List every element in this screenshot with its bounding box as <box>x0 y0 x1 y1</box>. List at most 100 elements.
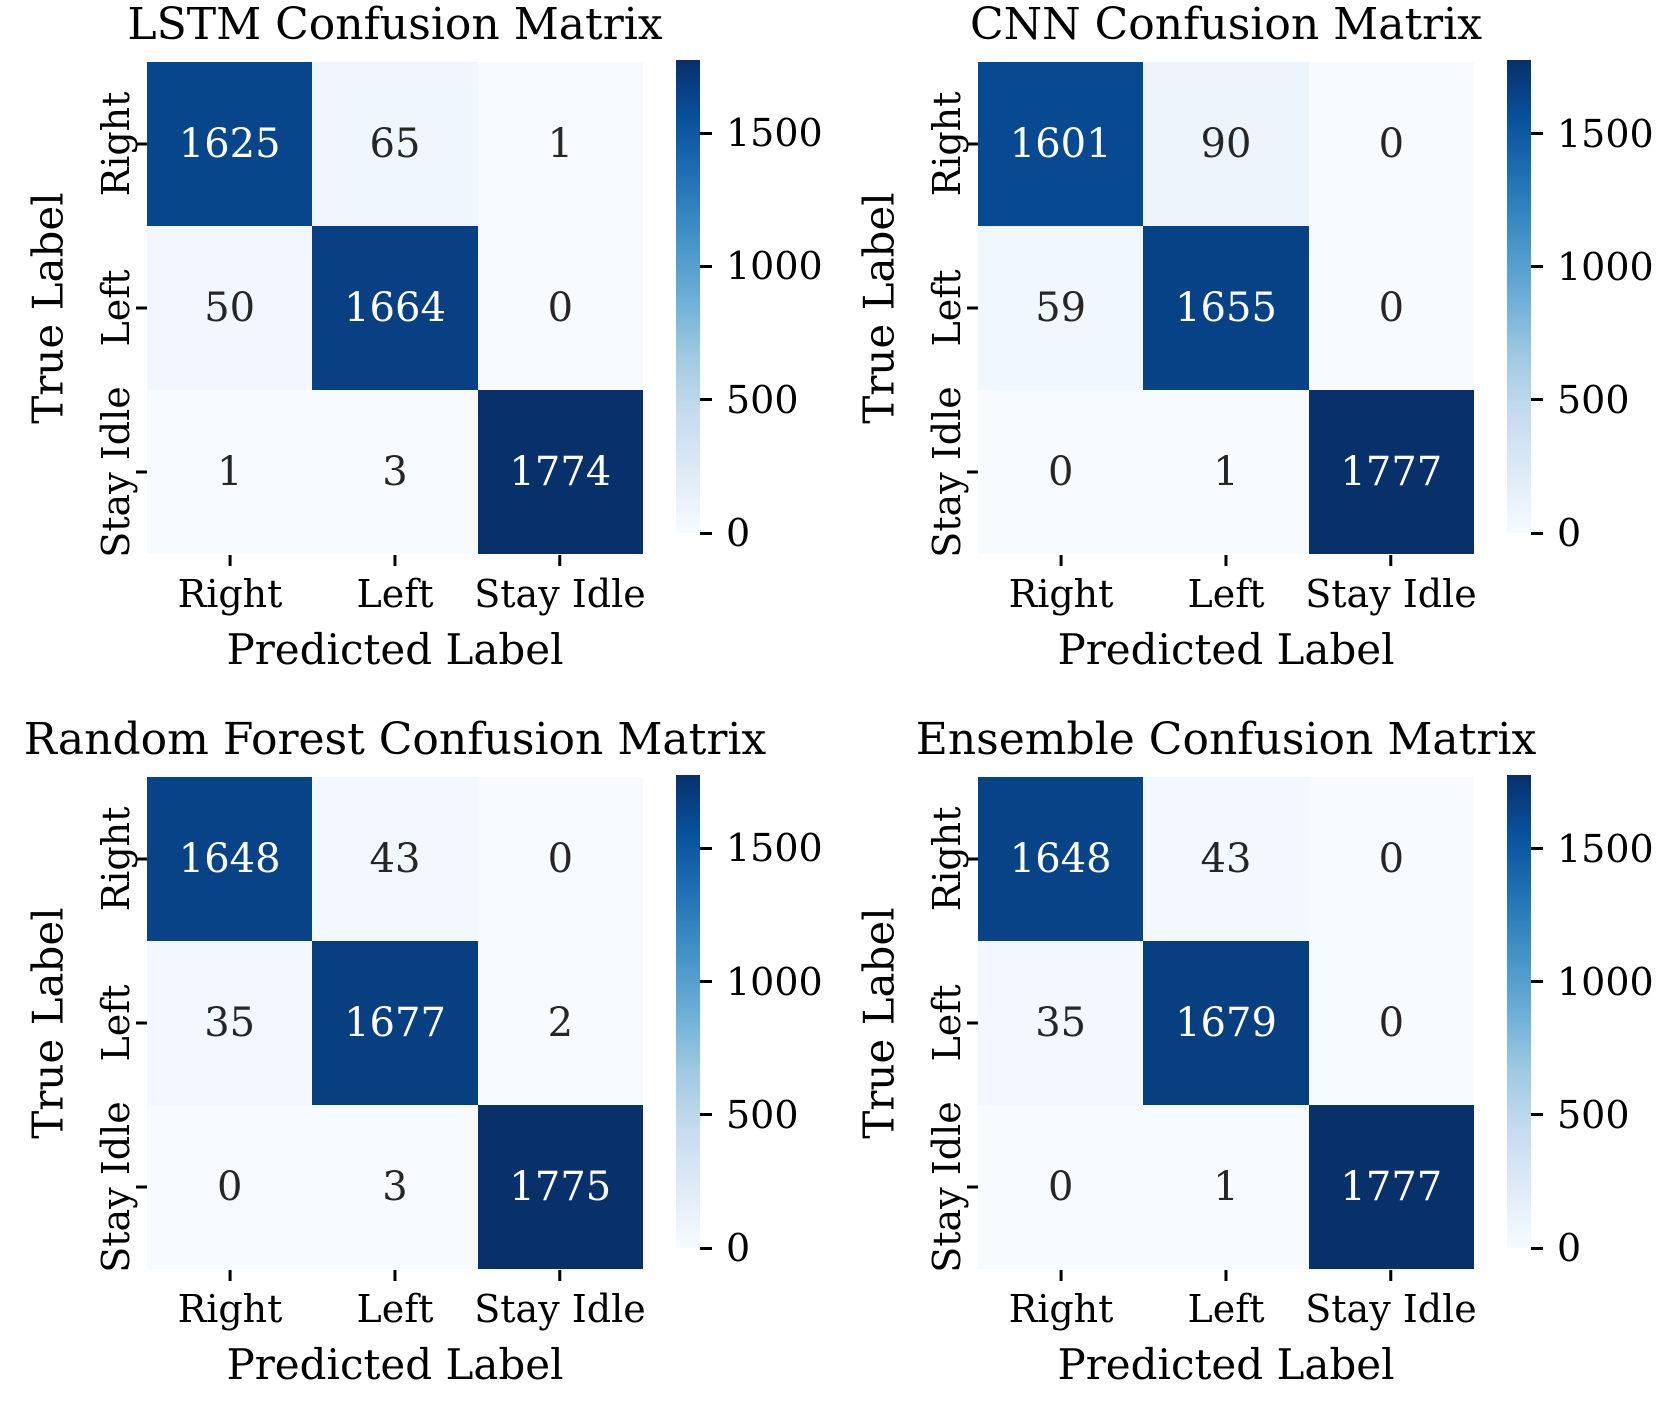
matrix-cell: 1625 <box>147 62 313 226</box>
y-tick-label: Left <box>925 269 969 347</box>
matrix-cell: 1664 <box>312 226 478 390</box>
random-forest-confusion-matrix-panel: Random Forest Confusion Matrix True Labe… <box>0 714 830 1390</box>
x-axis-label: Predicted Label <box>226 625 564 674</box>
y-tick-mark <box>136 1021 147 1025</box>
x-tick-label: Left <box>356 555 433 616</box>
colorbar-tick-label: 0 <box>1531 1226 1581 1270</box>
matrix-cell: 0 <box>978 1105 1144 1269</box>
colorbar-tick-label: 1000 <box>700 960 823 1004</box>
y-tick-mark <box>967 306 978 310</box>
matrix-cell: 0 <box>1308 226 1474 390</box>
matrix-cell: 0 <box>1308 777 1474 941</box>
matrix-cell: 1777 <box>1308 390 1474 554</box>
matrix-cell: 0 <box>147 1105 313 1269</box>
colorbar-tick-label: 1500 <box>1531 827 1654 871</box>
matrix-cell: 0 <box>477 226 643 390</box>
colorbar-tick-label: 1000 <box>1531 245 1654 289</box>
matrix-cell: 1 <box>1143 390 1309 554</box>
x-tick-label: Right <box>1009 555 1114 616</box>
y-tick-label: Stay Idle <box>925 1101 969 1273</box>
matrix-cell: 59 <box>978 226 1144 390</box>
chart-title: Ensemble Confusion Matrix <box>915 714 1537 765</box>
colorbar <box>1507 60 1531 533</box>
lstm-confusion-matrix-panel: LSTM Confusion Matrix True Label Right L… <box>0 0 830 674</box>
x-tick-label: Right <box>1009 1270 1114 1331</box>
colorbar <box>1507 775 1531 1248</box>
matrix-cell: 43 <box>312 777 478 941</box>
matrix-cell: 1648 <box>978 777 1144 941</box>
y-tick-mark <box>136 1185 147 1189</box>
colorbar-tick-label: 0 <box>700 511 750 555</box>
matrix-cell: 0 <box>1308 62 1474 226</box>
colorbar-tick-label: 0 <box>700 1226 750 1270</box>
colorbar-tick-label: 0 <box>1531 511 1581 555</box>
colorbar-tick-label: 500 <box>700 378 799 422</box>
y-tick-mark <box>967 1021 978 1025</box>
matrix-cell: 3 <box>312 390 478 554</box>
y-tick-label: Right <box>925 806 969 912</box>
x-tick-label: Left <box>356 1270 433 1331</box>
y-tick-mark <box>136 306 147 310</box>
matrix-cell: 90 <box>1143 62 1309 226</box>
y-tick-mark <box>136 142 147 146</box>
matrix-cell: 1 <box>147 390 313 554</box>
matrix-cell: 1 <box>1143 1105 1309 1269</box>
y-tick-mark <box>967 857 978 861</box>
y-tick-label: Right <box>925 91 969 197</box>
y-tick-mark <box>136 470 147 474</box>
colorbar-tick-label: 1000 <box>1531 960 1654 1004</box>
y-tick-label: Left <box>925 984 969 1062</box>
matrix-cell: 50 <box>147 226 313 390</box>
matrix-cell: 1679 <box>1143 941 1309 1105</box>
heatmap: 1648 43 0 35 1677 2 0 3 1775 <box>147 777 643 1269</box>
colorbar-tick-label: 500 <box>1531 378 1630 422</box>
y-tick-mark <box>967 142 978 146</box>
y-axis-label: True Label <box>23 907 73 1139</box>
chart-title: LSTM Confusion Matrix <box>127 0 663 50</box>
matrix-cell: 1774 <box>477 390 643 554</box>
y-tick-label: Stay Idle <box>94 1101 138 1273</box>
matrix-cell: 0 <box>477 777 643 941</box>
matrix-cell: 1 <box>477 62 643 226</box>
heatmap: 1648 43 0 35 1679 0 0 1 1777 <box>978 777 1474 1269</box>
y-tick-label: Stay Idle <box>94 386 138 558</box>
y-tick-label: Right <box>94 91 138 197</box>
matrix-cell: 1601 <box>978 62 1144 226</box>
x-tick-label: Stay Idle <box>1305 555 1476 616</box>
matrix-cell: 0 <box>978 390 1144 554</box>
matrix-cell: 1777 <box>1308 1105 1474 1269</box>
chart-title: Random Forest Confusion Matrix <box>23 714 767 765</box>
matrix-cell: 3 <box>312 1105 478 1269</box>
x-axis-label: Predicted Label <box>1057 1340 1395 1389</box>
x-tick-label: Stay Idle <box>1305 1270 1476 1331</box>
y-axis-label: True Label <box>854 192 904 424</box>
y-axis-label: True Label <box>23 192 73 424</box>
colorbar-tick-label: 1500 <box>700 111 823 155</box>
x-tick-label: Left <box>1187 1270 1264 1331</box>
colorbar <box>676 60 700 533</box>
matrix-cell: 65 <box>312 62 478 226</box>
x-tick-label: Left <box>1187 555 1264 616</box>
x-tick-label: Stay Idle <box>474 555 645 616</box>
matrix-cell: 0 <box>1308 941 1474 1105</box>
matrix-cell: 1775 <box>477 1105 643 1269</box>
matrix-cell: 1677 <box>312 941 478 1105</box>
y-tick-mark <box>967 1185 978 1189</box>
x-axis-label: Predicted Label <box>226 1340 564 1389</box>
colorbar-tick-label: 500 <box>700 1093 799 1137</box>
y-axis-label: True Label <box>854 907 904 1139</box>
x-axis-label: Predicted Label <box>1057 625 1395 674</box>
colorbar-tick-label: 1000 <box>700 244 823 288</box>
x-tick-label: Right <box>178 555 283 616</box>
matrix-cell: 43 <box>1143 777 1309 941</box>
x-tick-label: Right <box>178 1270 283 1331</box>
y-tick-mark <box>136 857 147 861</box>
matrix-cell: 35 <box>147 941 313 1105</box>
chart-title: CNN Confusion Matrix <box>969 0 1483 50</box>
y-tick-label: Left <box>94 984 138 1062</box>
colorbar-tick-label: 500 <box>1531 1093 1630 1137</box>
heatmap: 1601 90 0 59 1655 0 0 1 1777 <box>978 62 1474 554</box>
y-tick-label: Right <box>94 806 138 912</box>
cnn-confusion-matrix-panel: CNN Confusion Matrix True Label Right Le… <box>831 0 1661 674</box>
x-tick-label: Stay Idle <box>474 1270 645 1331</box>
